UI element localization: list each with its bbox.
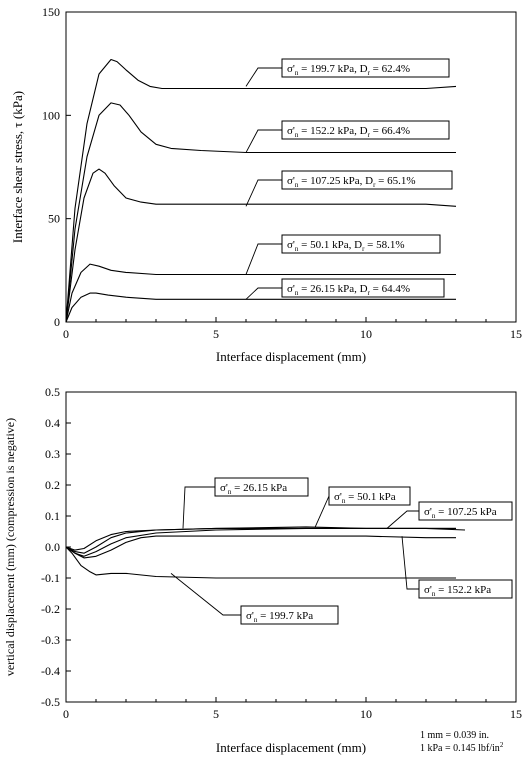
series-line	[65, 102, 456, 323]
y-tick-label: 100	[42, 108, 60, 122]
y-tick-label: -0.2	[41, 602, 60, 616]
series-label: σ'n = 199.7 kPa, Dr = 62.4%	[287, 63, 410, 77]
x-tick-label: 15	[510, 707, 522, 721]
x-axis-label: Interface displacement (mm)	[216, 349, 366, 364]
x-tick-label: 10	[360, 707, 372, 721]
note-line-1: 1 mm = 0.039 in.	[420, 730, 489, 741]
series-label: σ'n = 26.15 kPa	[220, 482, 287, 496]
series-line	[65, 527, 466, 557]
y-tick-label: -0.1	[41, 571, 60, 585]
series-label: σ'n = 107.25 kPa	[424, 506, 497, 520]
y-axis-label: Interface shear stress, τ (kPa)	[10, 91, 25, 243]
series-label: σ'n = 50.1 kPa	[334, 491, 396, 505]
label-leader-line	[170, 572, 241, 616]
plot-area-frame	[65, 391, 517, 703]
shear-stress-chart: 0 5 10 15 0 50 100 150 σ'n = 199.7 kPa, Dr = 6…	[10, 5, 522, 364]
x-axis-label: Interface displacement (mm)	[216, 740, 366, 755]
plot-area-frame	[65, 11, 517, 323]
series-lines	[65, 58, 457, 323]
y-tick-label: 0.1	[45, 509, 60, 523]
series-labels: σ'n = 199.7 kPa, Dr = 62.4% σ'n = 152.2 k…	[245, 58, 453, 300]
label-leader-line	[245, 179, 282, 207]
series-line	[65, 58, 457, 323]
series-line	[65, 168, 457, 323]
y-ticks: 0 50 100 150	[42, 5, 71, 329]
label-leader-line	[245, 243, 282, 275]
y-tick-label: 0	[54, 315, 60, 329]
label-leader-line	[182, 486, 215, 529]
series-label: σ'n = 199.7 kPa	[246, 610, 313, 624]
series-line	[65, 526, 456, 554]
series-labels: σ'n = 26.15 kPa σ'n = 50.1 kPa σ'n = 107.2…	[170, 477, 513, 625]
label-leader-line	[245, 129, 282, 153]
y-axis-label: vertical displacement (mm) (compression …	[3, 418, 17, 676]
series-label: σ'n = 152.2 kPa	[424, 584, 491, 598]
y-tick-label: -0.4	[41, 664, 60, 678]
y-tick-label: 50	[48, 212, 60, 226]
series-line	[65, 546, 456, 579]
series-line	[65, 527, 456, 551]
unit-conversion-note: 1 mm = 0.039 in. 1 kPa = 0.145 lbf/in2	[420, 730, 504, 754]
x-tick-label: 0	[63, 327, 69, 341]
y-tick-label: 150	[42, 5, 60, 19]
x-tick-label: 0	[63, 707, 69, 721]
y-tick-label: 0.4	[45, 416, 60, 430]
x-ticks: 0 5 10 15	[63, 317, 522, 341]
y-tick-label: 0.5	[45, 385, 60, 399]
y-tick-label: 0.0	[45, 540, 60, 554]
label-leader-line	[401, 536, 419, 590]
series-line	[65, 535, 456, 559]
series-line	[65, 263, 456, 323]
series-label: σ'n = 107.25 kPa, Dr = 65.1%	[287, 175, 416, 189]
series-label: σ'n = 50.1 kPa, Dr = 58.1%	[287, 239, 405, 253]
note-line-2: 1 kPa = 0.145 lbf/in2	[420, 741, 504, 754]
series-label: σ'n = 152.2 kPa, Dr = 66.4%	[287, 125, 410, 139]
series-line	[65, 292, 456, 323]
y-tick-label: -0.3	[41, 633, 60, 647]
label-leader-line	[245, 287, 282, 300]
y-tick-label: 0.2	[45, 478, 60, 492]
vertical-displacement-chart: 0 5 10 15 0.5 0.4 0.3 0.2 0.1 0.0 -0.1 -0.2 -0.3 -0.…	[3, 385, 522, 755]
x-tick-label: 15	[510, 327, 522, 341]
series-label: σ'n = 26.15 kPa, Dr = 64.4%	[287, 283, 410, 297]
label-leader-line	[314, 495, 330, 528]
label-leader-line	[245, 67, 282, 87]
x-ticks: 0 5 10 15	[63, 697, 522, 721]
x-tick-label: 5	[213, 327, 219, 341]
x-tick-label: 10	[360, 327, 372, 341]
y-tick-label: 0.3	[45, 447, 60, 461]
label-leader-line	[386, 510, 419, 529]
y-ticks: 0.5 0.4 0.3 0.2 0.1 0.0 -0.1 -0.2 -0.3 -0.4 -0.5	[41, 385, 71, 709]
series-lines	[65, 526, 466, 579]
y-tick-label: -0.5	[41, 695, 60, 709]
x-tick-label: 5	[213, 707, 219, 721]
